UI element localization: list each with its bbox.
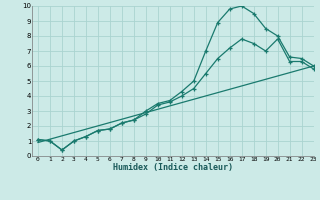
X-axis label: Humidex (Indice chaleur): Humidex (Indice chaleur) [113,163,233,172]
